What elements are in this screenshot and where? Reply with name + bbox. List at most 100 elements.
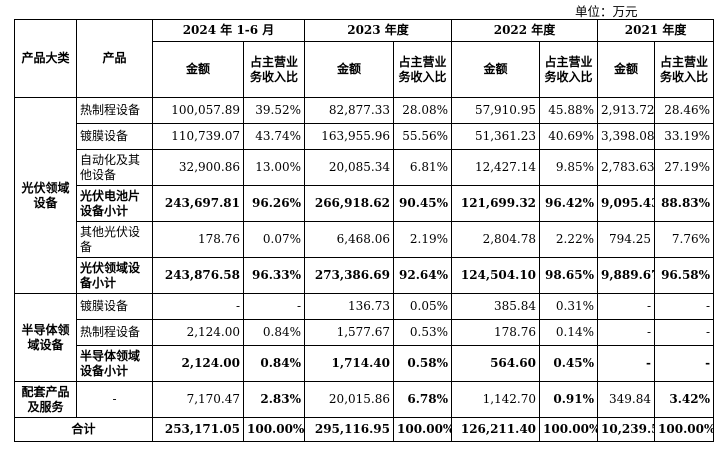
amount-cell: 178.76	[451, 319, 541, 346]
header-amount: 金额	[152, 41, 244, 98]
header-amount: 金额	[451, 41, 541, 98]
product-cell: 光伏领域设备小计	[76, 257, 153, 294]
ratio-cell: -	[654, 293, 715, 320]
amount-cell: 6,468.06	[304, 221, 394, 258]
amount-cell: 243,697.81	[152, 185, 244, 222]
amount-cell: 20,015.86	[304, 381, 394, 418]
amount-cell: 794.25	[597, 221, 656, 258]
category-cell: 配套产品及服务	[14, 381, 77, 418]
ratio-cell: 40.69%	[539, 123, 599, 150]
ratio-cell: 96.42%	[539, 185, 599, 222]
amount-cell: 126,211.40	[451, 417, 541, 442]
ratio-cell: 100.00%	[392, 417, 453, 442]
amount-cell: 124,504.10	[451, 257, 541, 294]
amount-cell: 9,889.67	[597, 257, 656, 294]
ratio-cell: 6.78%	[392, 381, 453, 418]
ratio-cell: 55.56%	[392, 123, 453, 150]
product-cell: 光伏电池片设备小计	[76, 185, 153, 222]
amount-cell: -	[152, 293, 244, 320]
ratio-cell: 2.19%	[392, 221, 453, 258]
ratio-cell: 96.26%	[243, 185, 305, 222]
amount-cell: 295,116.95	[304, 417, 394, 442]
amount-cell: 253,171.05	[152, 417, 244, 442]
amount-cell: 3,398.08	[597, 123, 656, 150]
amount-cell: -	[597, 293, 656, 320]
amount-cell: 1,577.67	[304, 319, 394, 346]
ratio-cell: -	[243, 293, 305, 320]
header-amount: 金额	[597, 41, 656, 98]
amount-cell: 564.60	[451, 345, 541, 382]
ratio-cell: 0.07%	[243, 221, 305, 258]
amount-cell: 385.84	[451, 293, 541, 320]
product-cell: 镀膜设备	[76, 293, 153, 320]
table-row: 光伏电池片设备小计 243,697.81 96.26% 266,918.62 90.4…	[15, 185, 715, 222]
ratio-cell: 0.84%	[243, 345, 305, 382]
amount-cell: 121,699.32	[451, 185, 541, 222]
header-row-metrics: 金额 占主营业务收入比 金额 占主营业务收入比 金额 占主营业务收入比 金额 占…	[15, 41, 715, 98]
amount-cell: 32,900.86	[152, 149, 244, 186]
ratio-cell: -	[654, 319, 715, 346]
table-row: 半导体领域设备小计 2,124.00 0.84% 1,714.40 0.58% 564.…	[15, 345, 715, 382]
ratio-cell: 92.64%	[392, 257, 453, 294]
ratio-cell: 96.33%	[243, 257, 305, 294]
ratio-cell: 0.53%	[392, 319, 453, 346]
ratio-cell: 6.81%	[392, 149, 453, 186]
amount-cell: 110,739.07	[152, 123, 244, 150]
header-ratio: 占主营业务收入比	[243, 41, 305, 98]
amount-cell: 243,876.58	[152, 257, 244, 294]
revenue-table: 产品大类 产品 2024 年 1-6 月 2023 年度 2022 年度 202…	[14, 19, 715, 442]
table-row: 半导体领域设备 镀膜设备 - -136.73 0.05% 385.84 0.31% - -	[14, 293, 715, 382]
ratio-cell: -	[654, 345, 715, 382]
amount-cell: 20,085.34	[304, 149, 394, 186]
header-ratio: 占主营业务收入比	[539, 41, 599, 98]
amount-cell: 1,714.40	[304, 345, 394, 382]
ratio-cell: 96.58%	[654, 257, 715, 294]
ratio-cell: 2.83%	[243, 381, 305, 418]
ratio-cell: 9.85%	[539, 149, 599, 186]
product-cell: 其他光伏设备	[76, 221, 153, 258]
ratio-cell: 28.46%	[654, 97, 715, 124]
amount-cell: 2,804.78	[451, 221, 541, 258]
ratio-cell: 0.05%	[392, 293, 453, 320]
ratio-cell: 43.74%	[243, 123, 305, 150]
header-category: 产品大类	[14, 19, 77, 98]
header-row-periods: 产品大类 产品 2024 年 1-6 月 2023 年度 2022 年度 202…	[14, 19, 715, 98]
amount-cell: 2,124.00	[152, 345, 244, 382]
table-row: 镀膜设备 110,739.07 43.74% 163,955.96 55.56% 51,…	[15, 123, 715, 150]
ratio-cell: 0.91%	[539, 381, 599, 418]
amount-cell: 273,386.69	[304, 257, 394, 294]
amount-cell: 10,239.51	[597, 417, 656, 442]
amount-cell: 100,057.89	[152, 97, 244, 124]
ratio-cell: 45.88%	[539, 97, 599, 124]
header-ratio: 占主营业务收入比	[654, 41, 715, 98]
unit-label: 单位：万元	[575, 4, 638, 19]
ratio-cell: 0.14%	[539, 319, 599, 346]
amount-cell: 2,913.72	[597, 97, 656, 124]
product-cell: 热制程设备	[76, 319, 153, 346]
table-row: 配套产品及服务 - 7,170.47 2.83% 20,015.86 6.78% 1,1…	[14, 381, 715, 418]
ratio-cell: 7.76%	[654, 221, 715, 258]
header-amount: 金额	[304, 41, 394, 98]
amount-cell: -	[597, 319, 656, 346]
header-period: 2024 年 1-6 月	[152, 19, 305, 42]
ratio-cell: 100.00%	[654, 417, 715, 442]
category-cell: 半导体领域设备	[14, 293, 77, 382]
header-period: 2023 年度	[303, 19, 453, 42]
ratio-cell: 33.19%	[654, 123, 715, 150]
ratio-cell: 0.31%	[539, 293, 599, 320]
table-row: 自动化及其他设备 32,900.86 13.00% 20,085.34 6.81% 12…	[15, 149, 715, 186]
amount-cell: 7,170.47	[152, 381, 244, 418]
product-cell: -	[76, 381, 153, 418]
product-cell: 热制程设备	[76, 97, 153, 124]
ratio-cell: 27.19%	[654, 149, 715, 186]
ratio-cell: 0.84%	[243, 319, 305, 346]
amount-cell: 163,955.96	[304, 123, 394, 150]
ratio-cell: 100.00%	[243, 417, 305, 442]
category-cell: 光伏领域设备	[14, 97, 77, 294]
amount-cell: 178.76	[152, 221, 244, 258]
amount-cell: 12,427.14	[451, 149, 541, 186]
table-row: 热制程设备 2,124.00 0.84% 1,577.67 0.53% 178.76 0.…	[15, 319, 715, 346]
ratio-cell: 100.00%	[539, 417, 599, 442]
amount-cell: 136.73	[304, 293, 394, 320]
amount-cell: 57,910.95	[451, 97, 541, 124]
